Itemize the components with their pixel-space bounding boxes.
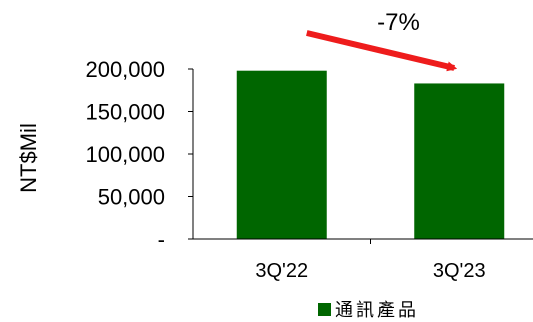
legend-label: 通訊產品 xyxy=(335,300,419,321)
bar-0 xyxy=(236,70,327,239)
y-tick-label: 100,000 xyxy=(85,142,165,167)
x-tick-label: 3Q'22 xyxy=(255,260,308,282)
x-axis-labels: 3Q'22 3Q'23 xyxy=(255,239,486,282)
y-tick-label: 150,000 xyxy=(85,100,165,125)
axes xyxy=(192,69,533,240)
change-annotation: -7% xyxy=(377,9,420,36)
bar-1 xyxy=(414,83,505,239)
y-tick-label: 200,000 xyxy=(85,57,165,82)
legend: 通訊產品 xyxy=(318,296,419,322)
y-axis-label: NT$Mil xyxy=(16,123,41,193)
change-arrow xyxy=(306,30,458,72)
bars xyxy=(236,70,505,239)
y-tick-label: - xyxy=(158,227,165,252)
legend-swatch xyxy=(318,302,331,316)
y-tick-label: 50,000 xyxy=(98,185,165,210)
y-axis-ticks: - 50,000 100,000 150,000 200,000 xyxy=(85,57,193,252)
x-tick-label: 3Q'23 xyxy=(433,260,486,282)
